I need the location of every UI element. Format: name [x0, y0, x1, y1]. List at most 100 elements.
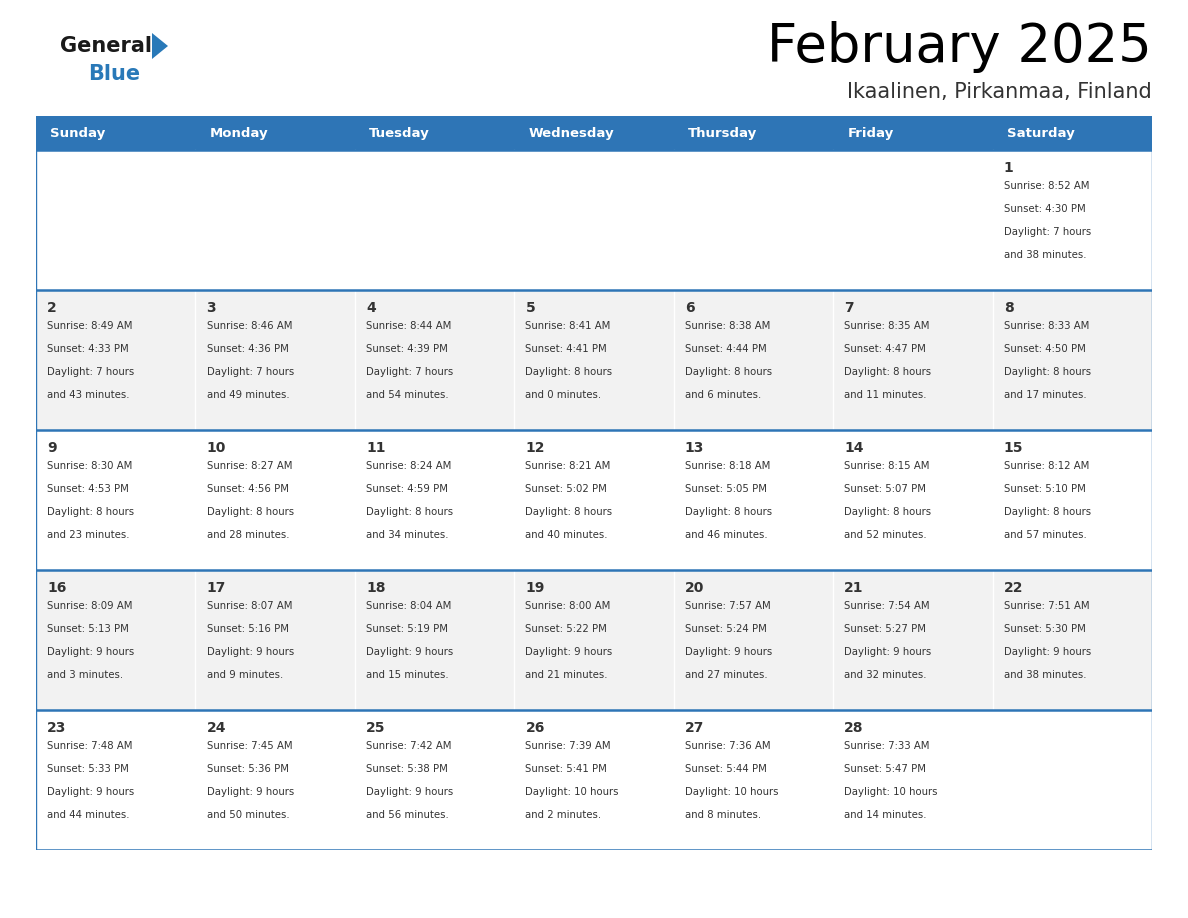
Text: and 8 minutes.: and 8 minutes.: [684, 810, 762, 820]
Bar: [674, 290, 833, 430]
Text: 19: 19: [525, 581, 545, 595]
Text: Sunset: 4:56 PM: Sunset: 4:56 PM: [207, 484, 289, 494]
Text: Sunrise: 8:35 AM: Sunrise: 8:35 AM: [845, 320, 930, 330]
Text: and 56 minutes.: and 56 minutes.: [366, 810, 449, 820]
Bar: [992, 150, 1152, 290]
Bar: [355, 570, 514, 710]
Text: Daylight: 7 hours: Daylight: 7 hours: [48, 367, 134, 377]
Text: and 11 minutes.: and 11 minutes.: [845, 390, 927, 400]
Text: Sunrise: 8:15 AM: Sunrise: 8:15 AM: [845, 461, 930, 471]
Text: General: General: [61, 36, 152, 56]
Text: Daylight: 8 hours: Daylight: 8 hours: [525, 367, 613, 377]
Text: 20: 20: [684, 581, 704, 595]
Text: Sunset: 5:30 PM: Sunset: 5:30 PM: [1004, 624, 1086, 634]
Text: Daylight: 9 hours: Daylight: 9 hours: [207, 787, 293, 797]
Text: Sunset: 4:41 PM: Sunset: 4:41 PM: [525, 344, 607, 354]
Bar: [514, 150, 674, 290]
Bar: [514, 430, 674, 570]
Text: Sunrise: 8:24 AM: Sunrise: 8:24 AM: [366, 461, 451, 471]
Text: Sunset: 4:33 PM: Sunset: 4:33 PM: [48, 344, 129, 354]
Bar: [514, 290, 674, 430]
Text: Friday: Friday: [847, 127, 893, 140]
Text: and 40 minutes.: and 40 minutes.: [525, 530, 608, 540]
Text: 22: 22: [1004, 581, 1023, 595]
Text: Sunset: 5:13 PM: Sunset: 5:13 PM: [48, 624, 129, 634]
Bar: [355, 150, 514, 290]
Text: 8: 8: [1004, 301, 1013, 315]
Text: Sunset: 4:36 PM: Sunset: 4:36 PM: [207, 344, 289, 354]
Text: and 38 minutes.: and 38 minutes.: [1004, 670, 1086, 680]
Text: Sunset: 5:41 PM: Sunset: 5:41 PM: [525, 764, 607, 774]
Text: Sunset: 5:27 PM: Sunset: 5:27 PM: [845, 624, 927, 634]
Bar: [355, 290, 514, 430]
Text: Daylight: 9 hours: Daylight: 9 hours: [845, 647, 931, 657]
Text: 10: 10: [207, 442, 226, 455]
Text: and 21 minutes.: and 21 minutes.: [525, 670, 608, 680]
Bar: [36, 150, 196, 290]
Text: Sunrise: 7:36 AM: Sunrise: 7:36 AM: [684, 741, 771, 751]
Bar: [196, 290, 355, 430]
Text: Sunset: 5:10 PM: Sunset: 5:10 PM: [1004, 484, 1086, 494]
Bar: [355, 430, 514, 570]
Text: Daylight: 9 hours: Daylight: 9 hours: [366, 647, 454, 657]
Bar: [833, 116, 992, 150]
Bar: [196, 710, 355, 850]
Bar: [833, 710, 992, 850]
Text: Daylight: 9 hours: Daylight: 9 hours: [207, 647, 293, 657]
Text: Sunrise: 8:38 AM: Sunrise: 8:38 AM: [684, 320, 770, 330]
Text: 25: 25: [366, 722, 386, 735]
Text: 23: 23: [48, 722, 67, 735]
Bar: [833, 290, 992, 430]
Text: and 17 minutes.: and 17 minutes.: [1004, 390, 1086, 400]
Text: Sunrise: 8:44 AM: Sunrise: 8:44 AM: [366, 320, 451, 330]
Text: Sunrise: 8:00 AM: Sunrise: 8:00 AM: [525, 600, 611, 610]
Text: Daylight: 8 hours: Daylight: 8 hours: [1004, 367, 1091, 377]
Text: and 50 minutes.: and 50 minutes.: [207, 810, 289, 820]
Text: 13: 13: [684, 442, 704, 455]
Text: 24: 24: [207, 722, 226, 735]
Bar: [833, 570, 992, 710]
Text: and 23 minutes.: and 23 minutes.: [48, 530, 129, 540]
Text: 5: 5: [525, 301, 536, 315]
Bar: [514, 116, 674, 150]
Text: Daylight: 8 hours: Daylight: 8 hours: [845, 507, 931, 517]
Text: and 32 minutes.: and 32 minutes.: [845, 670, 927, 680]
Bar: [674, 430, 833, 570]
Text: 3: 3: [207, 301, 216, 315]
Text: 28: 28: [845, 722, 864, 735]
Text: 27: 27: [684, 722, 704, 735]
Polygon shape: [152, 33, 168, 59]
Text: and 49 minutes.: and 49 minutes.: [207, 390, 289, 400]
Text: Daylight: 7 hours: Daylight: 7 hours: [207, 367, 293, 377]
Text: Daylight: 9 hours: Daylight: 9 hours: [1004, 647, 1091, 657]
Text: Ikaalinen, Pirkanmaa, Finland: Ikaalinen, Pirkanmaa, Finland: [847, 82, 1152, 102]
Text: Sunset: 4:50 PM: Sunset: 4:50 PM: [1004, 344, 1086, 354]
Text: Sunrise: 7:33 AM: Sunrise: 7:33 AM: [845, 741, 930, 751]
Text: and 6 minutes.: and 6 minutes.: [684, 390, 762, 400]
Text: and 44 minutes.: and 44 minutes.: [48, 810, 129, 820]
Text: Tuesday: Tuesday: [369, 127, 430, 140]
Bar: [833, 150, 992, 290]
Text: and 27 minutes.: and 27 minutes.: [684, 670, 767, 680]
Text: Sunrise: 8:12 AM: Sunrise: 8:12 AM: [1004, 461, 1089, 471]
Text: 9: 9: [48, 442, 57, 455]
Text: 17: 17: [207, 581, 226, 595]
Text: Daylight: 10 hours: Daylight: 10 hours: [684, 787, 778, 797]
Text: Sunrise: 7:45 AM: Sunrise: 7:45 AM: [207, 741, 292, 751]
Text: Sunrise: 8:46 AM: Sunrise: 8:46 AM: [207, 320, 292, 330]
Text: Daylight: 8 hours: Daylight: 8 hours: [684, 507, 772, 517]
Text: Saturday: Saturday: [1007, 127, 1075, 140]
Text: Sunrise: 8:18 AM: Sunrise: 8:18 AM: [684, 461, 770, 471]
Text: Sunrise: 7:48 AM: Sunrise: 7:48 AM: [48, 741, 133, 751]
Text: Sunrise: 8:21 AM: Sunrise: 8:21 AM: [525, 461, 611, 471]
Text: and 28 minutes.: and 28 minutes.: [207, 530, 289, 540]
Text: 26: 26: [525, 722, 545, 735]
Text: Sunset: 5:16 PM: Sunset: 5:16 PM: [207, 624, 289, 634]
Text: and 43 minutes.: and 43 minutes.: [48, 390, 129, 400]
Text: 7: 7: [845, 301, 854, 315]
Bar: [355, 116, 514, 150]
Bar: [36, 116, 196, 150]
Text: 6: 6: [684, 301, 695, 315]
Text: Sunrise: 8:04 AM: Sunrise: 8:04 AM: [366, 600, 451, 610]
Text: Sunrise: 7:57 AM: Sunrise: 7:57 AM: [684, 600, 771, 610]
